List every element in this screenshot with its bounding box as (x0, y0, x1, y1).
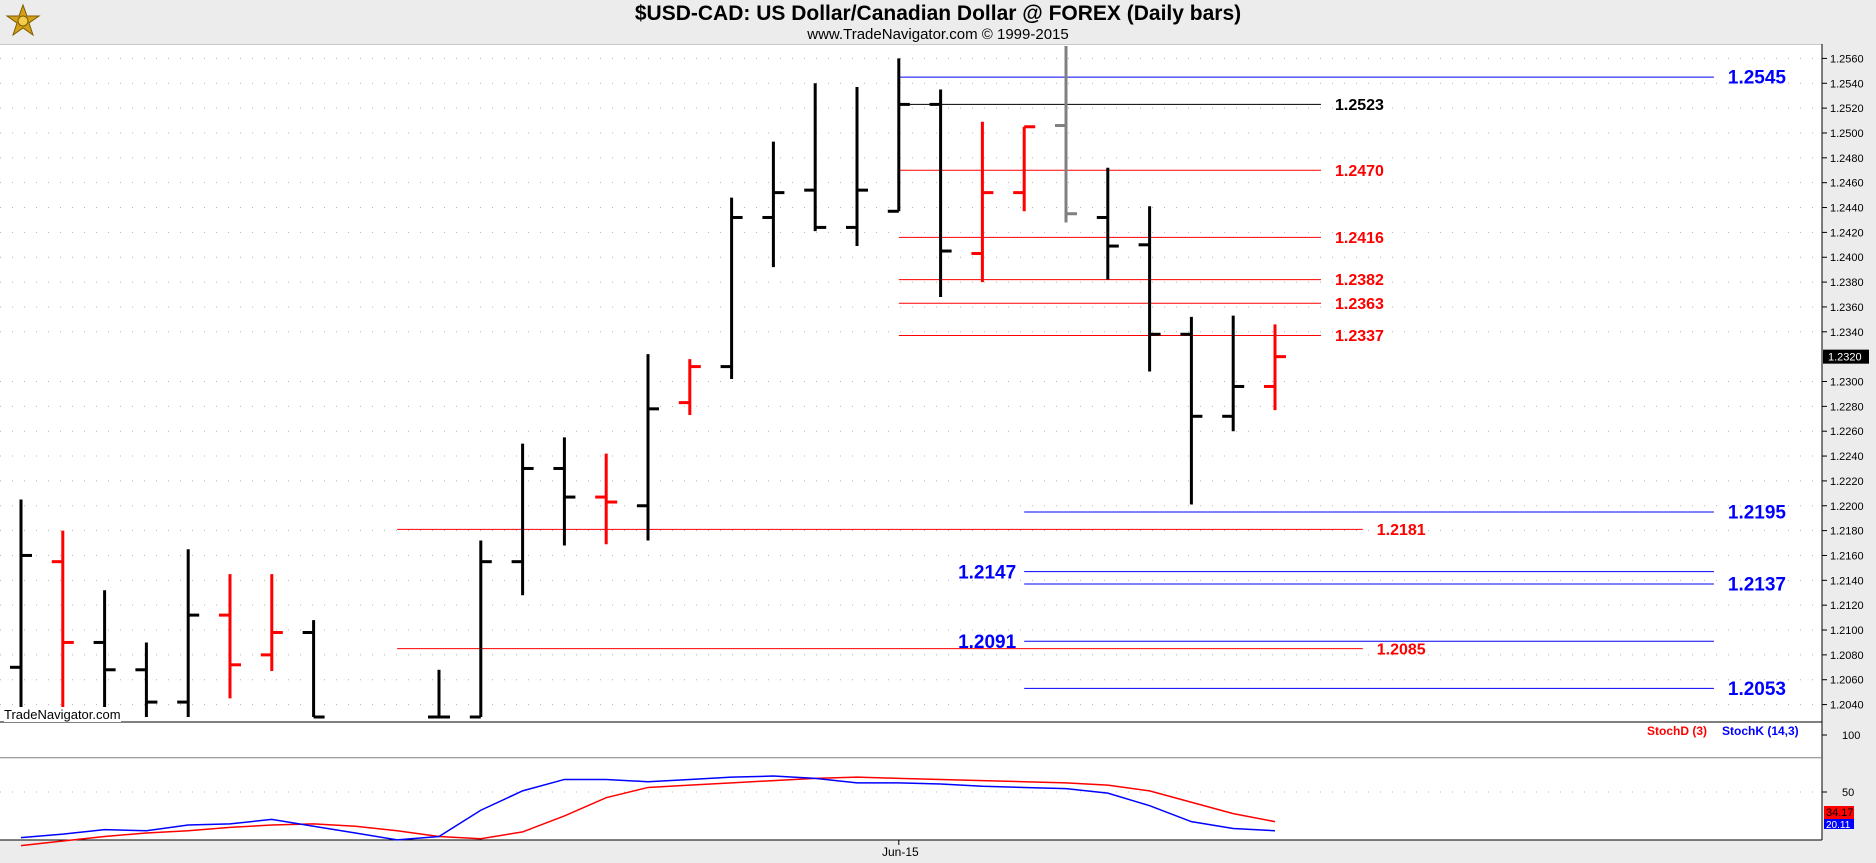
ohlc-bar (720, 197, 743, 380)
y-tick-label: 1.2460 (1830, 178, 1864, 190)
last-price-label: 1.2320 (1828, 352, 1862, 364)
ohlc-bar (637, 354, 659, 541)
level-label: 1.2091 (958, 632, 1017, 653)
y-tick-label: 1.2520 (1830, 103, 1864, 115)
y-tick-label: 1.2540 (1830, 78, 1864, 90)
y-tick-label: 1.2080 (1830, 650, 1864, 662)
ohlc-bar (469, 540, 492, 719)
y-tick-label: 1.2300 (1830, 377, 1864, 389)
y-tick-label: 1.2500 (1830, 128, 1864, 140)
level-label: 1.2382 (1335, 272, 1384, 289)
y-tick-label: 1.2260 (1830, 426, 1864, 438)
level-label: 1.2147 (958, 562, 1016, 583)
ohlc-bar (135, 642, 158, 717)
y-tick-label: 1.2400 (1830, 252, 1864, 264)
y-tick-label: 1.2240 (1830, 451, 1864, 463)
legend-stochd: StochD (3) (1647, 724, 1707, 738)
ohlc-bar (1096, 167, 1119, 280)
ohlc-bar (762, 141, 785, 268)
stochk-line (20, 775, 1276, 841)
stochk-readout: 20.11 (1826, 820, 1851, 831)
ohlc-bar (929, 89, 952, 298)
last-price-tag (1823, 349, 1869, 364)
ohlc-bar (804, 83, 827, 232)
y-tick-label: 1.2060 (1830, 675, 1864, 687)
ohlc-bar (511, 443, 534, 596)
y-tick-label: 1.2440 (1830, 203, 1864, 215)
x-axis-panel (0, 840, 1822, 863)
stochd-readout: 34.17 (1826, 807, 1854, 819)
y-tick-label: 1.2380 (1830, 277, 1864, 289)
ohlc-bar (971, 121, 994, 283)
ohlc-bar (177, 549, 200, 717)
y-tick-label: 1.2180 (1830, 526, 1864, 538)
y-axis-panel (1822, 44, 1876, 863)
x-axis-label: Jun-15 (882, 845, 919, 859)
y-tick-label: 1.2340 (1830, 327, 1864, 339)
level-label: 1.2181 (1377, 522, 1426, 539)
level-label: 1.2137 (1728, 575, 1786, 596)
stochd-line (20, 776, 1276, 847)
chart-title: $USD-CAD: US Dollar/Canadian Dollar @ FO… (634, 2, 1242, 25)
ohlc-bar (1222, 315, 1245, 432)
level-label: 1.2523 (1335, 97, 1384, 114)
ohlc-bar (678, 359, 701, 416)
watermark: TradeNavigator.com (4, 707, 121, 722)
level-label: 1.2470 (1335, 163, 1384, 180)
ohlc-bar (302, 620, 325, 719)
level-label: 1.2416 (1335, 230, 1384, 247)
ohlc-bar (887, 58, 910, 213)
level-label: 1.2195 (1728, 503, 1787, 524)
ohlc-bar (428, 669, 450, 719)
ohlc-bar (595, 453, 618, 545)
y-tick-label: 1.2560 (1830, 53, 1864, 65)
chart-subtitle: www.TradeNavigator.com © 1999-2015 (807, 26, 1069, 43)
y-tick-label: 1.2160 (1830, 550, 1864, 562)
level-lines (397, 76, 1714, 689)
ohlc-bar (553, 437, 576, 546)
ohlc-bar (1138, 206, 1161, 372)
legend-stochk: StochK (14,3) (1722, 724, 1799, 738)
y-tick-label: 1.2280 (1830, 401, 1864, 413)
ohlc-bar (846, 87, 868, 247)
level-label: 1.2085 (1377, 641, 1426, 658)
y-tick-label: 1.2120 (1830, 600, 1864, 612)
level-label: 1.2363 (1335, 296, 1384, 313)
trade-navigator-logo-icon (5, 3, 41, 37)
y-tick-label: 1.2360 (1830, 302, 1864, 314)
osc-y-tick-label: 50 (1842, 787, 1854, 799)
y-tick-label: 1.2200 (1830, 501, 1864, 513)
ohlc-bar (1180, 316, 1203, 505)
ohlc-bar (93, 590, 116, 717)
y-tick-label: 1.2040 (1830, 700, 1864, 712)
y-tick-label: 1.2420 (1830, 227, 1864, 239)
level-label: 1.2545 (1728, 68, 1787, 89)
stochd-readout-tag (1824, 806, 1854, 819)
ohlc-bar (1013, 125, 1036, 212)
ohlc-bar (10, 499, 32, 717)
ohlc-bars (10, 46, 1286, 719)
ohlc-bar (1055, 46, 1077, 223)
y-tick-label: 1.2100 (1830, 625, 1864, 637)
y-tick-label: 1.2220 (1830, 476, 1864, 488)
ohlc-bar (260, 574, 283, 672)
y-tick-label: 1.2140 (1830, 575, 1864, 587)
level-label: 1.2053 (1728, 679, 1786, 700)
chart-header: $USD-CAD: US Dollar/Canadian Dollar @ FO… (0, 0, 1876, 45)
ohlc-bar (1264, 324, 1286, 411)
osc-y-tick-label: 100 (1842, 730, 1860, 742)
level-label: 1.2337 (1335, 328, 1384, 345)
stochk-readout-tag (1824, 819, 1854, 829)
y-tick-label: 1.2480 (1830, 153, 1864, 165)
ohlc-bar (51, 530, 74, 717)
ohlc-bar (219, 574, 241, 699)
